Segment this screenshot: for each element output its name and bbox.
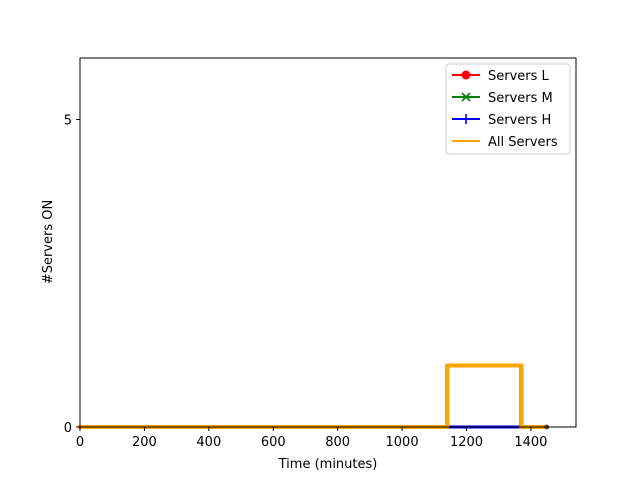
x-tick-label-0: 0 xyxy=(76,435,84,450)
legend-label-servers-h: Servers H xyxy=(488,113,551,128)
legend: Servers L Servers M Servers H All Servers xyxy=(445,63,571,155)
y-tick-label-0: 0 xyxy=(64,421,72,436)
legend-marker-servers-l xyxy=(461,70,471,80)
legend-label-servers-m: Servers M xyxy=(488,91,553,106)
x-tick-label-2: 400 xyxy=(196,435,221,450)
x-tick-label-7: 1400 xyxy=(514,435,547,450)
legend-marker-servers-h xyxy=(461,114,471,124)
axis-ticks: 0 200 400 600 800 1000 1200 1400 0 5 xyxy=(64,114,548,451)
legend-marker-servers-m xyxy=(461,92,471,102)
x-tick-label-1: 200 xyxy=(132,435,157,450)
x-tick-label-6: 1200 xyxy=(450,435,483,450)
y-tick-label-1: 5 xyxy=(64,114,72,129)
legend-box xyxy=(445,63,571,155)
x-axis-label: Time (minutes) xyxy=(278,457,378,472)
legend-label-all-servers: All Servers xyxy=(488,135,558,150)
y-axis-label: #Servers ON xyxy=(41,200,56,284)
x-tick-label-3: 600 xyxy=(261,435,286,450)
x-tick-label-4: 800 xyxy=(325,435,350,450)
plot-frame xyxy=(79,57,577,428)
x-tick-label-5: 1000 xyxy=(386,435,419,450)
legend-label-servers-l: Servers L xyxy=(488,69,550,84)
